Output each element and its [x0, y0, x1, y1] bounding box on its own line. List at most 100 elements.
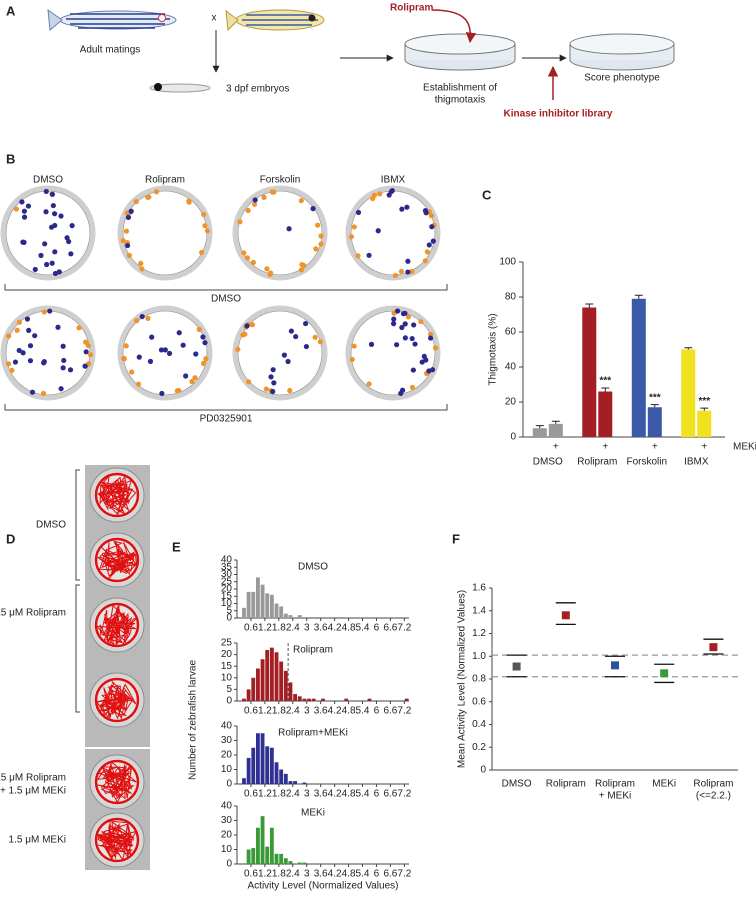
larva: [261, 194, 267, 200]
y-tick-label: 0: [226, 859, 232, 870]
larva: [40, 390, 47, 396]
larva: [129, 369, 135, 375]
larva: [402, 321, 408, 327]
bar: [321, 698, 325, 701]
x-tick-label: 4.2: [328, 623, 342, 634]
x-tick-label: Forskolin: [627, 457, 668, 468]
track-ring: [94, 677, 140, 723]
y-tick-label: 20: [221, 584, 233, 595]
larva: [251, 201, 258, 207]
error-bar: [601, 387, 610, 392]
x-tick-label: 3: [304, 869, 310, 880]
larva: [83, 339, 89, 345]
larva: [5, 361, 12, 367]
y-axis-label: Thigmotaxis (%): [488, 313, 499, 385]
larva: [9, 367, 15, 373]
treatment-mark: +: [602, 442, 608, 453]
bracket: [4, 404, 448, 411]
larva: [16, 319, 22, 325]
larva: [270, 367, 276, 373]
x-tick-label: 4.2: [328, 789, 342, 800]
bar: [297, 862, 302, 864]
y-tick-label: 20: [221, 649, 233, 660]
larva: [245, 379, 252, 385]
larva: [366, 252, 372, 258]
larva: [124, 242, 131, 249]
larva: [317, 339, 323, 345]
larva: [264, 266, 270, 272]
well-label: 15 μM Rolipram: [0, 773, 66, 784]
y-tick-label: 30: [221, 735, 233, 746]
track-ring: [94, 759, 140, 805]
y-tick-label: 100: [499, 257, 516, 268]
plate-edge: [237, 310, 323, 396]
bar: [297, 615, 302, 618]
larva: [370, 195, 376, 202]
x-tick-label: (<=2.2.): [696, 791, 731, 802]
bar: [269, 594, 274, 618]
larva: [390, 321, 397, 327]
larva: [123, 343, 129, 349]
dish: [404, 33, 516, 71]
larva: [69, 223, 75, 229]
larva: [192, 375, 198, 381]
x-tick-label: 6.6: [383, 789, 397, 800]
larva: [244, 323, 250, 329]
larva: [12, 359, 19, 365]
bar: [269, 827, 274, 864]
x-tick-label: 5.4: [356, 869, 370, 880]
bar: [242, 698, 246, 701]
track-ring: [94, 537, 140, 583]
larva: [263, 386, 269, 392]
y-tick-label: 20: [505, 397, 517, 408]
plate: [117, 305, 213, 401]
larva: [271, 189, 277, 195]
larva: [50, 202, 56, 209]
x-tick-label: 0.6: [244, 623, 258, 634]
x-tick-label: 7.2: [397, 789, 411, 800]
treatment-mark: +: [701, 442, 707, 453]
y-tick-label: 40: [221, 801, 233, 812]
library-label: Kinase inhibitor library: [504, 109, 613, 120]
x-tick-label: 7.2: [397, 869, 411, 880]
x-tick-label: MEKi: [652, 779, 676, 790]
larva: [351, 224, 357, 230]
larva: [410, 367, 416, 373]
larva: [43, 188, 49, 195]
bar: [260, 816, 265, 864]
x-tick-label: 1.8: [272, 789, 286, 800]
larva: [405, 258, 411, 264]
larva: [409, 335, 415, 342]
larva: [158, 347, 165, 353]
plate: [0, 305, 96, 401]
x-tick-label: 6: [374, 869, 380, 880]
larva: [49, 191, 55, 197]
y-tick-label: 1.4: [472, 605, 486, 616]
error-bar: [551, 420, 560, 424]
larva: [38, 252, 44, 259]
track-ring: [94, 472, 140, 518]
larva: [200, 360, 207, 366]
larva: [32, 333, 38, 339]
x-tick-label: 1.8: [272, 623, 286, 634]
larva: [394, 342, 400, 348]
larva: [318, 241, 324, 247]
larva: [235, 346, 241, 352]
column-label: Forskolin: [260, 175, 301, 186]
bar: [265, 746, 270, 784]
y-tick-label: 1.6: [472, 583, 486, 594]
larva: [52, 249, 58, 255]
y-tick-label: 15: [221, 591, 233, 602]
y-tick-label: 5: [226, 684, 232, 695]
larva: [139, 313, 145, 320]
bar: [288, 861, 293, 864]
bar: [274, 762, 279, 784]
larva: [399, 324, 405, 331]
larva: [426, 242, 432, 248]
larva: [423, 357, 429, 363]
larva: [120, 238, 126, 244]
bar: [279, 606, 284, 618]
fish: [225, 9, 325, 32]
mean-marker: [561, 611, 570, 620]
diagram-label: Establishment of: [423, 83, 497, 94]
